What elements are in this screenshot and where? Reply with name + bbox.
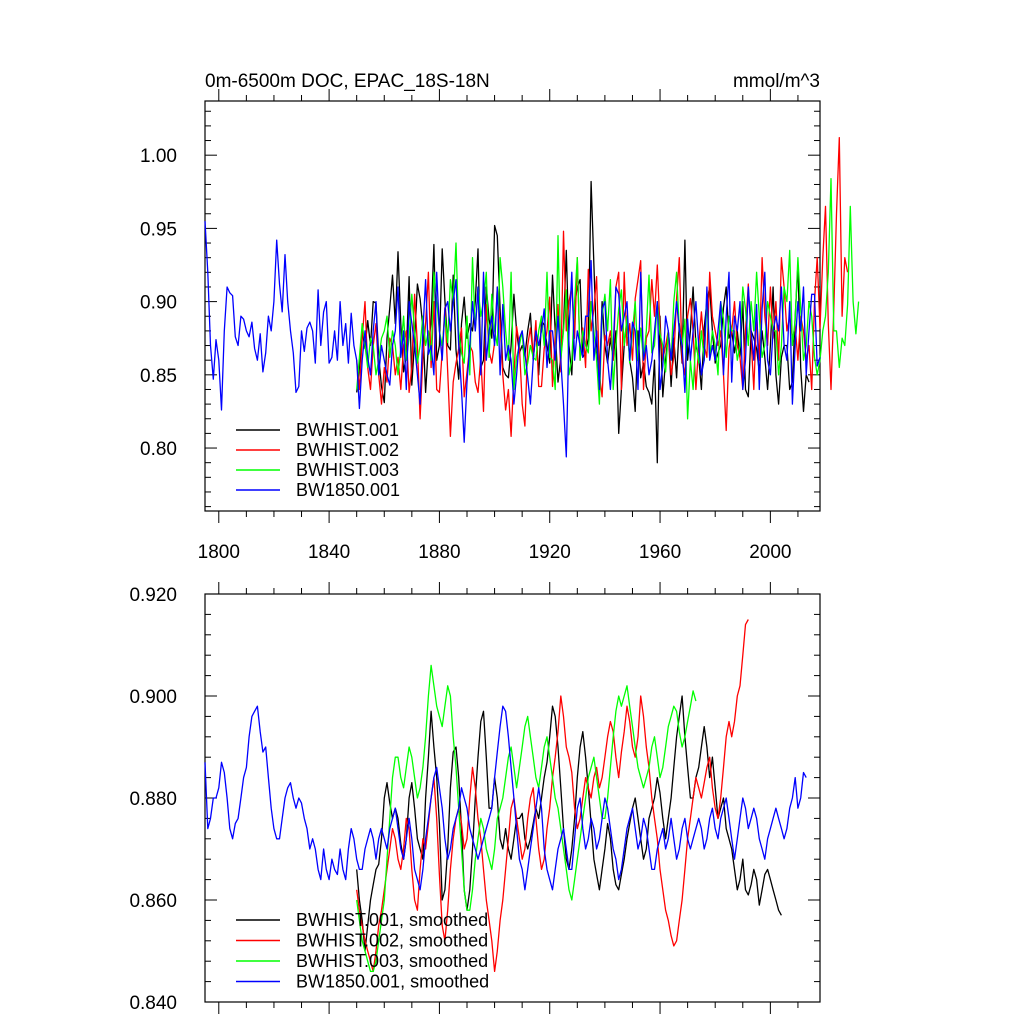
- bottom-panel: 0.840 0.860 0.880 0.900 0.920 BWHIST.001, smo…: [129, 582, 821, 1014]
- y-tick-label: 0.840: [129, 993, 177, 1014]
- legend-label-bw1850-001-smoothed: BW1850.001, smoothed: [296, 972, 489, 992]
- x-tick-label: 1880: [418, 542, 460, 563]
- x-tick-label: 1800: [198, 542, 240, 563]
- units-label: mmol/m^3: [733, 71, 820, 92]
- x-tick-label: 2000: [749, 542, 791, 563]
- chart-title: 0m-6500m DOC, EPAC_18S-18N: [205, 71, 490, 92]
- y-tick-label: 0.90: [140, 293, 177, 314]
- y-tick-label: 0.880: [129, 789, 177, 810]
- legend-label-bw1850-001: BW1850.001: [296, 480, 400, 500]
- y-tick-label: 0.900: [129, 687, 177, 708]
- series-line-bwhist-003-smoothed: [356, 664, 697, 973]
- y-tick-label: 0.860: [129, 891, 177, 912]
- series-line-bw1850-001: [204, 221, 821, 458]
- plot-frame: [204, 100, 821, 512]
- legend-label-bwhist-001-smoothed: BWHIST.001, smoothed: [296, 910, 488, 930]
- y-tick-label: 0.920: [129, 585, 177, 606]
- y-tick-label: 1.00: [140, 146, 177, 167]
- legend-label-bwhist-003-smoothed: BWHIST.003, smoothed: [296, 951, 488, 971]
- y-tick-label: 0.85: [140, 366, 177, 387]
- x-tick-label: 1920: [529, 542, 571, 563]
- x-tick-label: 1840: [308, 542, 350, 563]
- legend-label-bwhist-001: BWHIST.001: [296, 420, 399, 440]
- top-panel: 1800 1840 1880 1920 1960 2000 0.80 0.85 0.90 0.95…: [140, 71, 860, 563]
- y-tick-label: 0.80: [140, 439, 177, 460]
- series-line-bwhist-002: [356, 136, 849, 437]
- x-tick-label: 1960: [639, 542, 681, 563]
- legend-label-bwhist-002: BWHIST.002: [296, 440, 399, 460]
- legend-label-bwhist-002-smoothed: BWHIST.002, smoothed: [296, 931, 488, 951]
- y-tick-label: 0.95: [140, 219, 177, 240]
- legend-label-bwhist-003: BWHIST.003: [296, 460, 399, 480]
- series-line-bw1850-001-smoothed: [204, 705, 807, 891]
